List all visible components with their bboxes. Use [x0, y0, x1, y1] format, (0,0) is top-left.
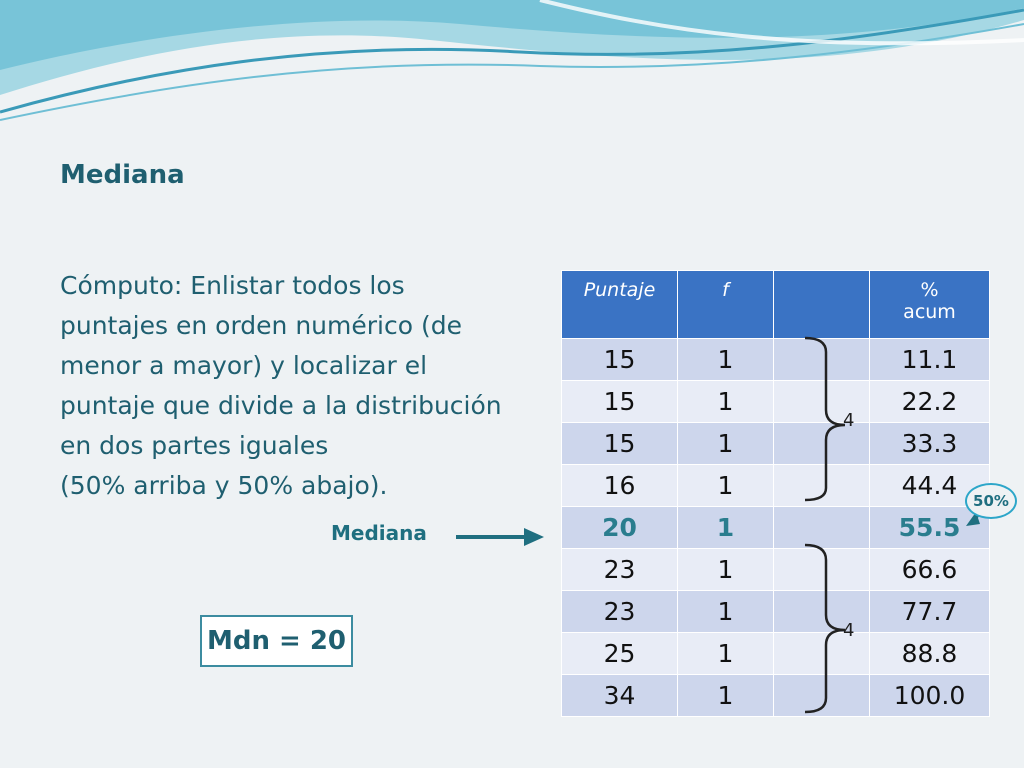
- right-arrow-icon: [456, 528, 544, 546]
- header-percent-acum: % acum: [869, 270, 990, 339]
- body-text: Cómputo: Enlistar todos los puntajes en …: [60, 266, 560, 506]
- cell-score: 23: [561, 590, 678, 633]
- median-pointer-label: Mediana: [331, 521, 427, 545]
- header-percent: %: [920, 279, 939, 301]
- table-row: 15 1 33.3: [561, 422, 990, 465]
- table-row: 16 1 44.4: [561, 464, 990, 507]
- cell-empty: [773, 380, 870, 423]
- cell-frequency: 1: [677, 506, 774, 549]
- cell-frequency: 1: [677, 380, 774, 423]
- body-line: puntaje que divide a la distribución: [60, 391, 502, 420]
- upper-count-label: 4: [843, 410, 855, 431]
- cell-cumulative: 66.6: [869, 548, 990, 591]
- body-line: Cómputo: Enlistar todos los: [60, 271, 405, 300]
- table-row: 25 1 88.8: [561, 632, 990, 675]
- cell-empty: [773, 338, 870, 381]
- cell-empty: [773, 632, 870, 675]
- cell-cumulative: 77.7: [869, 590, 990, 633]
- table-row: 15 1 11.1: [561, 338, 990, 381]
- table-row: 15 1 22.2: [561, 380, 990, 423]
- body-line: en dos partes iguales: [60, 431, 329, 460]
- cell-cumulative: 33.3: [869, 422, 990, 465]
- header-f: f: [677, 270, 774, 339]
- header-wave-decoration: [0, 0, 1024, 121]
- cell-empty: [773, 464, 870, 507]
- cell-frequency: 1: [677, 632, 774, 675]
- cell-cumulative: 11.1: [869, 338, 990, 381]
- cell-cumulative: 22.2: [869, 380, 990, 423]
- table-row-median: 20 1 55.5: [561, 506, 990, 549]
- cell-empty: [773, 422, 870, 465]
- cell-score: 25: [561, 632, 678, 675]
- cell-score: 15: [561, 338, 678, 381]
- cell-frequency: 1: [677, 590, 774, 633]
- body-line: puntajes en orden numérico (de: [60, 311, 462, 340]
- table-header-row: Puntaje f % acum: [561, 270, 990, 339]
- header-empty: [773, 270, 870, 339]
- cell-cumulative: 88.8: [869, 632, 990, 675]
- cell-empty: [773, 548, 870, 591]
- cell-frequency: 1: [677, 548, 774, 591]
- cell-frequency: 1: [677, 674, 774, 717]
- header-puntaje: Puntaje: [561, 270, 678, 339]
- cell-empty: [773, 590, 870, 633]
- cell-score: 15: [561, 422, 678, 465]
- body-line: menor a mayor) y localizar el: [60, 351, 428, 380]
- fifty-percent-badge: 50%: [965, 483, 1017, 519]
- header-acum: acum: [903, 301, 956, 323]
- cell-empty: [773, 506, 870, 549]
- table-row: 34 1 100.0: [561, 674, 990, 717]
- cell-frequency: 1: [677, 338, 774, 381]
- body-line: (50% arriba y 50% abajo).: [60, 471, 388, 500]
- table-row: 23 1 77.7: [561, 590, 990, 633]
- cell-score: 34: [561, 674, 678, 717]
- slide-title: Mediana: [60, 160, 185, 190]
- frequency-table: Puntaje f % acum 15 1 11.1 15 1 22.2 15 …: [561, 270, 990, 717]
- table-row: 23 1 66.6: [561, 548, 990, 591]
- cell-cumulative: 44.4: [869, 464, 990, 507]
- cell-frequency: 1: [677, 422, 774, 465]
- cell-score: 15: [561, 380, 678, 423]
- cell-score: 23: [561, 548, 678, 591]
- cell-cumulative: 100.0: [869, 674, 990, 717]
- cell-score: 20: [561, 506, 678, 549]
- median-result-box: Mdn = 20: [200, 615, 353, 667]
- cell-frequency: 1: [677, 464, 774, 507]
- cell-empty: [773, 674, 870, 717]
- cell-score: 16: [561, 464, 678, 507]
- lower-count-label: 4: [843, 620, 855, 641]
